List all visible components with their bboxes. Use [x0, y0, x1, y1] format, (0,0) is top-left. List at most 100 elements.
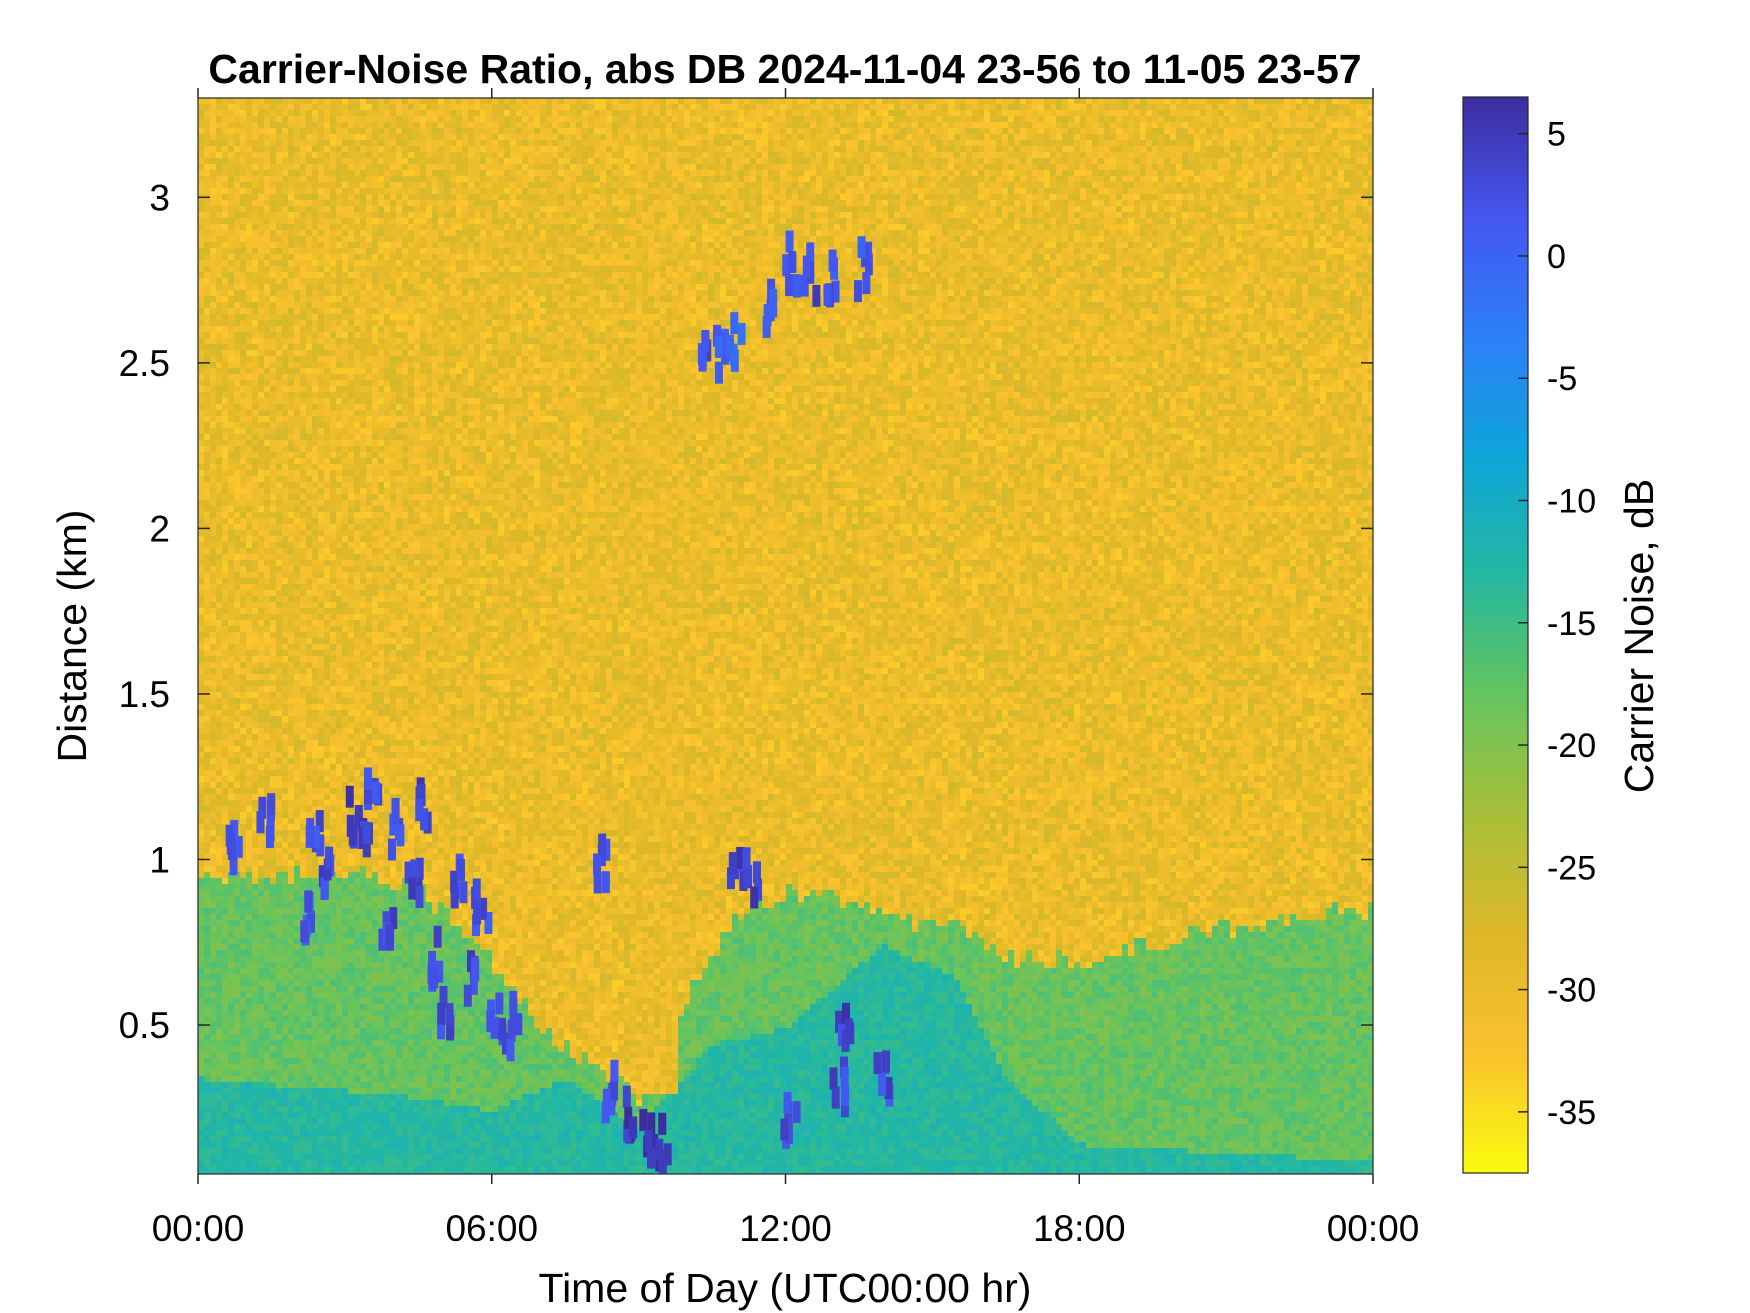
- heatmap-cell: [318, 326, 325, 333]
- heatmap-cell: [270, 704, 277, 711]
- heatmap-cell: [198, 536, 205, 543]
- heatmap-cell: [252, 104, 259, 111]
- heatmap-cell: [300, 542, 307, 549]
- heatmap-cell: [252, 494, 259, 501]
- heatmap-cell: [330, 1118, 337, 1125]
- heatmap-cell: [252, 296, 259, 303]
- heatmap-cell: [270, 686, 277, 693]
- heatmap-cell: [198, 1148, 205, 1155]
- heatmap-cell: [330, 272, 337, 279]
- heatmap-cell: [360, 260, 367, 267]
- heatmap-cell: [216, 152, 223, 159]
- heatmap-cell: [198, 902, 205, 909]
- heatmap-cell: [282, 752, 289, 759]
- heatmap-cell: [324, 974, 331, 981]
- heatmap-cell: [282, 680, 289, 687]
- heatmap-cell: [330, 812, 337, 819]
- heatmap-cell: [228, 722, 235, 729]
- heatmap-cell: [264, 992, 271, 999]
- heatmap-cell: [330, 296, 337, 303]
- heatmap-cell: [204, 392, 211, 399]
- heatmap-cell: [342, 374, 349, 381]
- heatmap-cell: [288, 662, 295, 669]
- heatmap-cell: [324, 812, 331, 819]
- heatmap-cell: [276, 746, 283, 753]
- heatmap-cell: [204, 1166, 211, 1173]
- heatmap-cell: [270, 878, 277, 885]
- heatmap-cell: [228, 470, 235, 477]
- heatmap-cell: [300, 650, 307, 657]
- heatmap-cell: [294, 410, 301, 417]
- heatmap-cell: [252, 632, 259, 639]
- heatmap-cell: [228, 566, 235, 573]
- heatmap-cell: [270, 1142, 277, 1149]
- heatmap-cell: [264, 338, 271, 345]
- heatmap-cell: [312, 626, 319, 633]
- heatmap-cell: [222, 614, 229, 621]
- heatmap-cell: [204, 674, 211, 681]
- heatmap-cell: [288, 1106, 295, 1113]
- heatmap-cell: [234, 596, 241, 603]
- heatmap-cell: [216, 1106, 223, 1113]
- heatmap-cell: [318, 1118, 325, 1125]
- heatmap-cell: [336, 1016, 343, 1023]
- heatmap-cell: [354, 962, 361, 969]
- heatmap-cell: [216, 512, 223, 519]
- heatmap-cell: [312, 590, 319, 597]
- heatmap-cell: [354, 968, 361, 975]
- heatmap-cell: [336, 596, 343, 603]
- heatmap-cell: [324, 494, 331, 501]
- heatmap-cell: [222, 998, 229, 1005]
- heatmap-cell: [348, 662, 355, 669]
- heatmap-cell: [354, 344, 361, 351]
- heatmap-cell: [360, 494, 367, 501]
- heatmap-cell: [228, 1106, 235, 1113]
- heatmap-cell: [216, 1112, 223, 1119]
- heatmap-cell: [276, 800, 283, 807]
- heatmap-cell: [222, 1028, 229, 1035]
- heatmap-cell: [336, 614, 343, 621]
- heatmap-cell: [270, 1118, 277, 1125]
- heatmap-cell: [288, 104, 295, 111]
- heatmap-cell: [210, 194, 217, 201]
- heatmap-cell: [306, 350, 313, 357]
- heatmap-cell: [210, 758, 217, 765]
- heatmap-cell: [276, 1028, 283, 1035]
- heatmap-cell: [228, 638, 235, 645]
- heatmap-cell: [204, 464, 211, 471]
- heatmap-cell: [258, 566, 265, 573]
- heatmap-cell: [348, 1028, 355, 1035]
- heatmap-cell: [288, 716, 295, 723]
- heatmap-cell: [240, 296, 247, 303]
- heatmap-cell: [318, 596, 325, 603]
- heatmap-cell: [342, 920, 349, 927]
- heatmap-cell: [198, 686, 205, 693]
- heatmap-cell: [300, 1142, 307, 1149]
- heatmap-cell: [240, 386, 247, 393]
- heatmap-cell: [312, 320, 319, 327]
- heatmap-cell: [318, 482, 325, 489]
- heatmap-cell: [222, 1070, 229, 1077]
- heatmap-cell: [240, 116, 247, 123]
- heatmap-cell: [324, 566, 331, 573]
- heatmap-cell: [288, 842, 295, 849]
- heatmap-cell: [294, 362, 301, 369]
- heatmap-cell: [336, 1172, 343, 1174]
- heatmap-cell: [324, 800, 331, 807]
- heatmap-cell: [240, 410, 247, 417]
- heatmap-cell: [330, 878, 337, 885]
- heatmap-cell: [246, 944, 253, 951]
- heatmap-cell: [246, 332, 253, 339]
- heatmap-cell: [342, 254, 349, 261]
- heatmap-cell: [210, 698, 217, 705]
- heatmap-cell: [246, 236, 253, 243]
- heatmap-cell: [360, 404, 367, 411]
- heatmap-cell: [324, 422, 331, 429]
- heatmap-cell: [276, 656, 283, 663]
- heatmap-cell: [300, 842, 307, 849]
- heatmap-cell: [324, 344, 331, 351]
- heatmap-cell: [360, 662, 367, 669]
- heatmap-cell: [216, 200, 223, 207]
- heatmap-cell: [282, 602, 289, 609]
- heatmap-cell: [246, 350, 253, 357]
